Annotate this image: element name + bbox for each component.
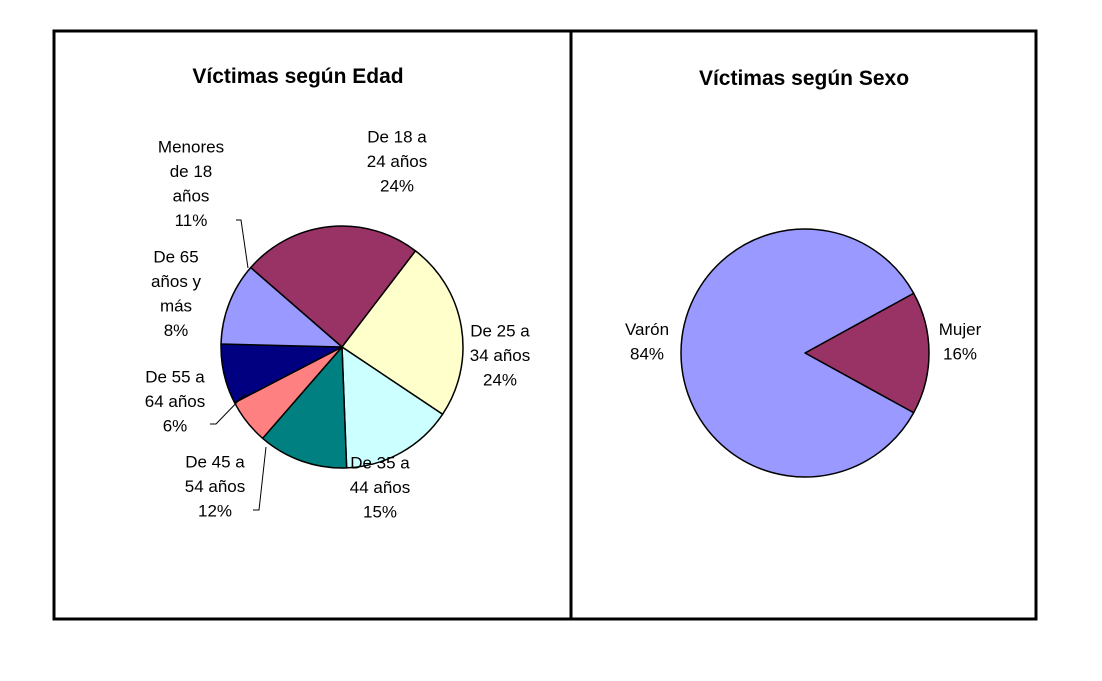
age-leader-line-4 — [210, 393, 246, 425]
age-slice-label-line: 24% — [483, 371, 517, 390]
age-slice-label-line: De 55 a — [145, 368, 205, 387]
sex-chart-title: Víctimas según Sexo — [699, 67, 909, 90]
age-slice-label-line: años — [173, 186, 210, 205]
age-slice-label-line: 54 años — [185, 477, 246, 496]
age-pie-slices — [220, 225, 464, 469]
age-pie-leader-lines — [210, 219, 267, 511]
age-slice-label-6: Menores de 18 años 11% — [158, 137, 224, 230]
sex-pie-slices — [680, 228, 930, 478]
age-pie-slice-2 — [341, 346, 444, 469]
age-leader-line-3 — [253, 446, 267, 511]
sex-slice-label-1: Varón 84% — [625, 320, 669, 364]
age-slice-label-1: De 25 a 34 años 24% — [470, 322, 531, 390]
age-slice-label-line: De 25 a — [470, 322, 530, 341]
age-pie-slice-0 — [249, 225, 417, 348]
age-pie-slice-3 — [261, 346, 348, 469]
age-slice-label-line: 8% — [164, 321, 189, 340]
age-slice-label-line: De 65 — [153, 247, 198, 266]
sex-pie-chart: Víctimas según Sexo Mujer 16% Varón 84% — [625, 67, 982, 478]
age-pie-chart: Víctimas según Edad De 18 a 24 años 24%De … — [145, 65, 531, 522]
age-slice-label-2: De 35 a 44 años 15% — [350, 454, 411, 522]
sex-slice-label-line: Mujer — [939, 320, 982, 339]
age-slice-label-line: 12% — [198, 502, 232, 521]
age-slice-label-line: 24% — [380, 177, 414, 196]
age-slice-label-0: De 18 a 24 años 24% — [367, 128, 428, 196]
age-slice-label-line: De 45 a — [185, 453, 245, 472]
age-slice-label-line: De 18 a — [367, 128, 427, 147]
age-slice-label-line: 44 años — [350, 478, 411, 497]
age-slice-label-line: 11% — [175, 211, 208, 230]
age-slice-label-4: De 55 a 64 años 6% — [145, 368, 206, 436]
sex-slice-label-line: Varón — [625, 320, 669, 339]
age-pie-slice-6 — [220, 266, 343, 348]
age-slice-label-line: De 35 a — [350, 454, 410, 473]
age-pie-labels: De 18 a 24 años 24% De 25 a 34 años 24% De 35 … — [145, 128, 531, 522]
age-slice-label-line: de 18 — [170, 162, 213, 181]
sex-slice-label-0: Mujer 16% — [939, 320, 982, 364]
sex-slice-label-line: 16% — [943, 344, 977, 363]
age-slice-label-line: 34 años — [470, 346, 531, 365]
age-slice-label-line: 6% — [163, 417, 188, 436]
age-slice-label-line: Menores — [158, 137, 224, 156]
age-slice-label-line: 24 años — [367, 152, 428, 171]
sex-slice-label-line: 84% — [630, 344, 664, 363]
age-slice-label-line: 15% — [363, 503, 397, 522]
age-slice-label-line: años y — [151, 272, 202, 291]
sex-pie-slice-0 — [804, 292, 930, 414]
age-slice-label-line: más — [160, 296, 192, 315]
age-leader-line-6 — [236, 219, 249, 269]
age-slice-label-line: 64 años — [145, 392, 206, 411]
age-slice-label-5: De 65 años y más 8% — [151, 247, 202, 340]
age-slice-label-3: De 45 a 54 años 12% — [185, 453, 246, 521]
sex-pie-slice-1 — [680, 228, 915, 478]
age-pie-slice-1 — [341, 250, 464, 416]
sex-pie-labels: Mujer 16% Varón 84% — [625, 320, 982, 364]
age-chart-title: Víctimas según Edad — [192, 65, 403, 88]
